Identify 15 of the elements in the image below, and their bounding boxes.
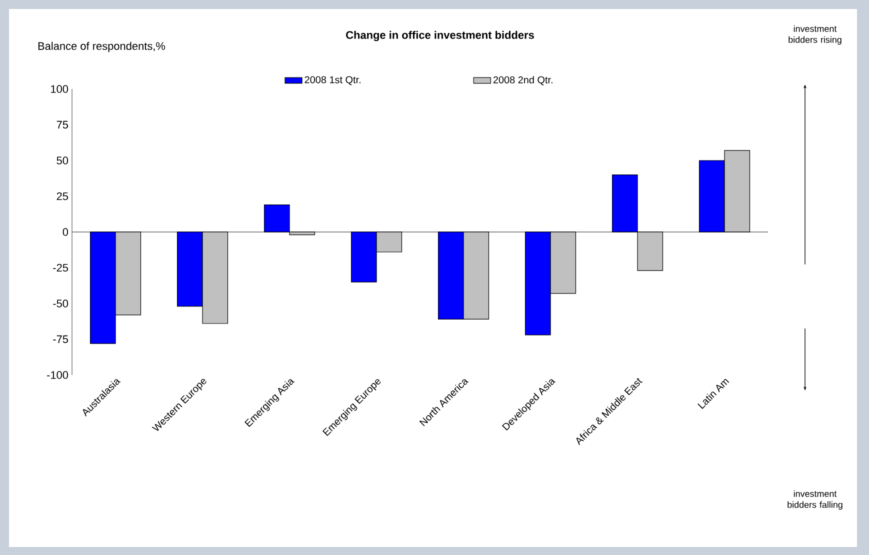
- y-tick-label: 0: [62, 228, 68, 236]
- y-tick-label: -50: [53, 300, 68, 308]
- chart-title: Change in office investment bidders: [346, 30, 534, 42]
- legend-label: 2008 1st Qtr.: [304, 76, 360, 86]
- y-tick-label: -25: [53, 264, 68, 272]
- text: investment bidders rising: [788, 25, 842, 45]
- text: investment bidders falling: [788, 490, 842, 510]
- y-tick-label: 100: [51, 85, 68, 93]
- y-tick-label: 25: [56, 192, 68, 200]
- y-tick-label: 50: [56, 156, 68, 164]
- y-tick-label: 75: [56, 120, 68, 129]
- y-tick-label: -75: [53, 335, 68, 344]
- y-tick-label: -100: [47, 371, 68, 379]
- legend-label: 2008 2nd Qtr.: [493, 76, 552, 86]
- y-axis-title: Balance of respondents,%: [38, 42, 166, 52]
